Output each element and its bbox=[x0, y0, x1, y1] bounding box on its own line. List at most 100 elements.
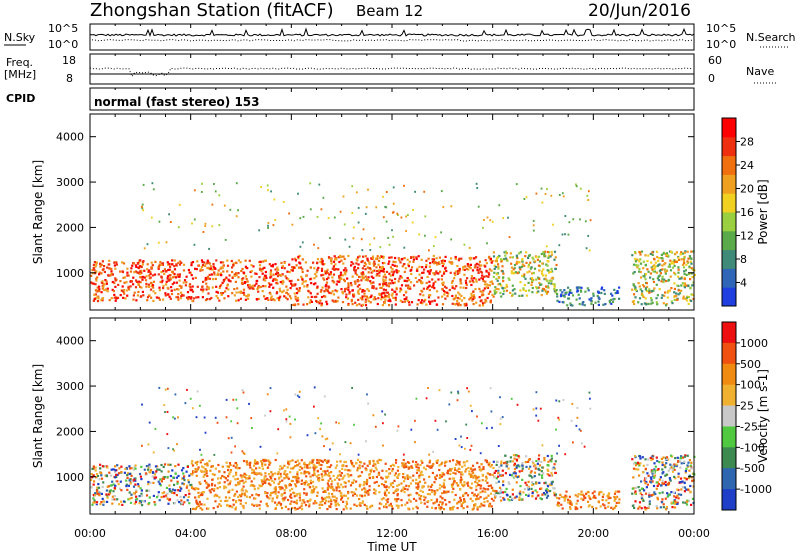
range-gate-cell bbox=[264, 479, 267, 482]
range-gate-cell bbox=[260, 484, 263, 487]
range-gate-cell bbox=[123, 292, 126, 295]
range-gate-cell bbox=[467, 466, 470, 469]
range-gate-cell bbox=[105, 280, 108, 283]
range-gate-cell bbox=[459, 496, 462, 499]
range-gate-cell bbox=[132, 468, 135, 471]
range-gate-cell bbox=[319, 299, 322, 302]
range-gate-cell bbox=[199, 482, 202, 485]
range-gate-cell bbox=[261, 462, 264, 465]
range-gate-cell bbox=[205, 507, 209, 510]
range-gate-cell bbox=[248, 477, 251, 480]
range-gate-cell bbox=[96, 276, 99, 279]
range-gate-cell bbox=[211, 278, 215, 281]
range-gate-cell bbox=[496, 256, 499, 259]
range-gate-cell bbox=[460, 503, 463, 506]
range-gate-cell bbox=[406, 280, 409, 283]
range-gate-cell bbox=[316, 285, 319, 288]
range-gate-cell bbox=[241, 389, 244, 392]
range-gate-cell bbox=[516, 271, 519, 275]
range-gate-cell bbox=[114, 476, 117, 479]
range-gate-cell bbox=[258, 504, 261, 507]
range-gate-cell bbox=[278, 486, 281, 489]
range-gate-cell bbox=[301, 258, 304, 261]
range-gate-cell bbox=[549, 483, 552, 486]
range-gate-cell bbox=[661, 294, 664, 297]
range-gate-cell bbox=[227, 469, 230, 472]
range-gate-cell bbox=[675, 292, 678, 295]
range-gate-cell bbox=[237, 299, 240, 302]
range-gate-cell bbox=[294, 483, 297, 486]
range-gate-cell bbox=[357, 267, 360, 270]
range-gate-cell bbox=[557, 504, 560, 507]
range-gate-cell bbox=[690, 293, 693, 296]
range-gate-cell bbox=[353, 280, 356, 283]
range-gate-cell bbox=[444, 291, 447, 294]
range-gate-cell bbox=[468, 470, 471, 473]
range-gate-cell bbox=[298, 266, 301, 269]
range-gate-cell bbox=[561, 291, 564, 294]
range-gate-cell bbox=[535, 291, 539, 294]
range-gate-cell bbox=[515, 464, 519, 467]
range-gate-cell bbox=[634, 286, 637, 289]
range-gate-cell bbox=[685, 478, 688, 481]
range-gate-cell bbox=[309, 299, 312, 302]
range-gate-cell bbox=[545, 245, 548, 248]
range-gate-cell bbox=[130, 467, 133, 470]
range-gate-cell bbox=[529, 471, 532, 474]
range-gate-cell bbox=[518, 456, 521, 459]
range-gate-cell bbox=[634, 490, 637, 493]
range-gate-cell bbox=[257, 290, 260, 293]
range-gate-cell bbox=[485, 283, 489, 286]
range-gate-cell bbox=[514, 271, 518, 274]
range-gate-cell bbox=[644, 278, 647, 281]
range-gate-cell bbox=[528, 270, 531, 273]
range-gate-cell bbox=[567, 297, 570, 300]
range-gate-cell bbox=[257, 286, 260, 289]
range-gate-cell bbox=[382, 216, 385, 219]
range-gate-cell bbox=[308, 463, 311, 466]
range-gate-cell bbox=[684, 269, 687, 272]
range-gate-cell bbox=[251, 468, 254, 471]
range-gate-cell bbox=[387, 486, 391, 489]
range-gate-cell bbox=[317, 474, 320, 477]
range-gate-cell bbox=[651, 301, 654, 304]
range-gate-cell bbox=[156, 465, 159, 468]
range-gate-cell bbox=[114, 267, 117, 270]
range-gate-cell bbox=[575, 506, 578, 509]
range-gate-cell bbox=[234, 445, 236, 448]
range-gate-cell bbox=[533, 267, 537, 270]
range-gate-cell bbox=[442, 283, 445, 286]
range-gate-cell bbox=[453, 498, 456, 501]
range-gate-cell bbox=[679, 477, 683, 480]
range-gate-cell bbox=[405, 484, 408, 487]
range-gate-cell bbox=[219, 477, 222, 480]
range-gate-cell bbox=[261, 272, 264, 275]
range-gate-cell bbox=[388, 293, 391, 296]
range-gate-cell bbox=[407, 485, 411, 488]
range-gate-cell bbox=[257, 487, 260, 490]
range-gate-cell bbox=[201, 261, 204, 264]
range-gate-cell bbox=[358, 464, 361, 467]
range-gate-cell bbox=[224, 290, 227, 293]
range-gate-cell bbox=[276, 496, 279, 499]
range-gate-cell bbox=[661, 472, 664, 475]
range-gate-cell bbox=[206, 275, 210, 278]
range-gate-cell bbox=[177, 298, 180, 301]
range-gate-cell bbox=[219, 292, 223, 295]
range-gate-cell bbox=[489, 484, 492, 487]
range-gate-cell bbox=[201, 269, 204, 272]
range-gate-cell bbox=[147, 483, 150, 486]
range-gate-cell bbox=[300, 275, 303, 278]
range-gate-cell bbox=[102, 481, 105, 484]
range-gate-cell bbox=[479, 484, 483, 487]
range-gate-cell bbox=[177, 489, 180, 492]
range-gate-cell bbox=[100, 263, 103, 266]
range-gate-cell bbox=[268, 478, 271, 482]
range-gate-cell bbox=[253, 504, 256, 507]
range-gate-cell bbox=[438, 389, 441, 392]
range-gate-cell bbox=[206, 474, 209, 478]
range-gate-cell bbox=[494, 265, 497, 269]
range-gate-cell bbox=[540, 187, 543, 190]
range-gate-cell bbox=[665, 252, 669, 255]
range-gate-cell bbox=[389, 274, 392, 277]
